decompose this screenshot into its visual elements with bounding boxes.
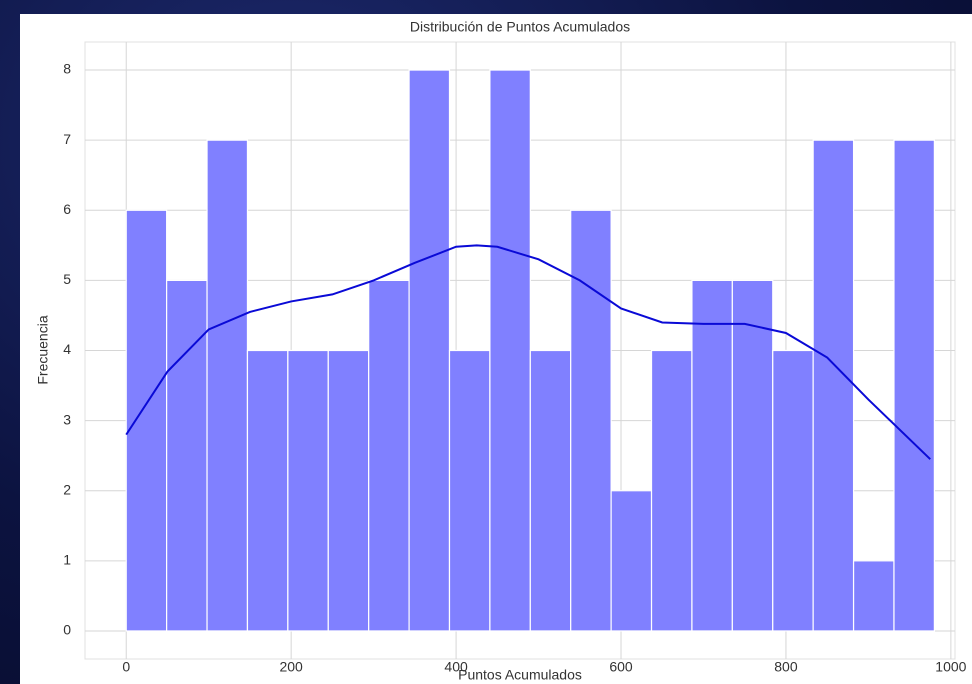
x-tick-label: 200 bbox=[279, 659, 303, 675]
bar bbox=[691, 279, 733, 632]
bar bbox=[893, 139, 935, 632]
y-tick-label: 6 bbox=[63, 201, 71, 217]
bar bbox=[610, 490, 653, 632]
bar bbox=[812, 139, 855, 632]
bar bbox=[125, 209, 168, 632]
bar bbox=[166, 279, 208, 632]
chart-title: Distribución de Puntos Acumulados bbox=[410, 19, 630, 35]
x-tick-label: 800 bbox=[774, 659, 798, 675]
y-axis-label: Frecuencia bbox=[35, 315, 51, 384]
x-tick-label: 0 bbox=[122, 659, 130, 675]
bar bbox=[206, 139, 249, 632]
bar bbox=[772, 349, 814, 632]
x-tick-label: 600 bbox=[609, 659, 633, 675]
bar bbox=[327, 349, 370, 632]
y-tick-label: 7 bbox=[63, 131, 71, 147]
bar bbox=[287, 349, 329, 632]
bar bbox=[448, 349, 491, 632]
bar bbox=[529, 349, 572, 632]
bar bbox=[650, 349, 693, 632]
bar bbox=[489, 69, 531, 632]
bar bbox=[852, 560, 895, 632]
y-tick-label: 4 bbox=[63, 341, 71, 357]
bar bbox=[408, 69, 451, 632]
y-tick-label: 0 bbox=[63, 622, 71, 638]
bar bbox=[368, 279, 410, 632]
y-tick-label: 5 bbox=[63, 271, 71, 287]
x-axis-label: Puntos Acumulados bbox=[458, 667, 582, 683]
kde-line bbox=[125, 244, 931, 460]
x-tick-label: 1000 bbox=[935, 659, 966, 675]
y-tick-label: 1 bbox=[63, 552, 71, 568]
bar bbox=[570, 209, 612, 632]
y-tick-label: 8 bbox=[63, 61, 71, 77]
bar bbox=[731, 279, 774, 632]
bar bbox=[246, 349, 289, 632]
x-tick-label: 400 bbox=[444, 659, 468, 675]
y-tick-label: 2 bbox=[63, 481, 71, 497]
y-tick-label: 3 bbox=[63, 411, 71, 427]
